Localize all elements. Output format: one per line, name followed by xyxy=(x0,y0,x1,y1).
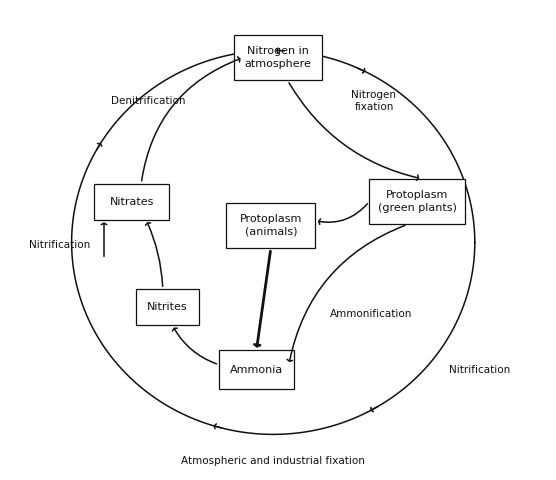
FancyBboxPatch shape xyxy=(219,350,294,389)
Text: Protoplasm
(animals): Protoplasm (animals) xyxy=(240,215,302,237)
Text: Ammonia: Ammonia xyxy=(230,365,283,374)
Text: Denitrification: Denitrification xyxy=(111,96,186,106)
Text: Nitrification: Nitrification xyxy=(449,365,510,374)
FancyBboxPatch shape xyxy=(226,203,315,249)
Text: Ammonification: Ammonification xyxy=(330,310,413,319)
Text: Nitrogen in
atmosphere: Nitrogen in atmosphere xyxy=(245,47,311,69)
Text: Protoplasm
(green plants): Protoplasm (green plants) xyxy=(378,191,456,213)
Text: Nitrites: Nitrites xyxy=(147,302,188,312)
FancyBboxPatch shape xyxy=(369,179,465,225)
Text: Nitrates: Nitrates xyxy=(110,197,154,206)
FancyBboxPatch shape xyxy=(95,184,169,220)
Text: Atmospheric and industrial fixation: Atmospheric and industrial fixation xyxy=(181,456,365,466)
FancyBboxPatch shape xyxy=(234,35,322,80)
Text: Nitrification: Nitrification xyxy=(29,240,90,250)
Text: Nitrogen
fixation: Nitrogen fixation xyxy=(351,90,396,112)
FancyBboxPatch shape xyxy=(136,289,199,325)
